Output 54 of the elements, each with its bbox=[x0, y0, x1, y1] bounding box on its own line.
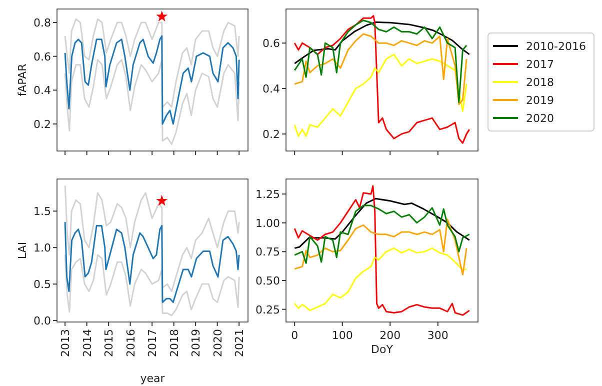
x-tick-label: 100 bbox=[332, 329, 353, 342]
y-tick-label: 0.4 bbox=[34, 84, 51, 98]
x-tick-label: 2021 bbox=[233, 329, 246, 357]
x-tick-label: 2017 bbox=[146, 329, 160, 357]
line-series bbox=[294, 185, 470, 316]
line-series bbox=[294, 21, 470, 64]
x-tick-label: 2020 bbox=[211, 329, 224, 357]
legend-label: 2019 bbox=[526, 94, 554, 107]
x-axis-title: year bbox=[140, 372, 166, 385]
line-series bbox=[294, 15, 470, 144]
y-tick-label: 0.0 bbox=[34, 314, 51, 328]
legend-label: 2020 bbox=[526, 112, 554, 125]
line-series bbox=[294, 247, 468, 312]
x-tick-label: 0 bbox=[291, 329, 298, 342]
x-tick-label: 300 bbox=[427, 329, 448, 342]
line-series bbox=[294, 218, 468, 276]
line-series bbox=[64, 221, 240, 304]
y-tick-label: 1.0 bbox=[34, 242, 51, 255]
legend-label: 2017 bbox=[526, 58, 554, 71]
y-tick-label: 0.6 bbox=[262, 37, 280, 50]
y-tick-label: 0.50 bbox=[256, 274, 280, 288]
y-tick-label: 0.4 bbox=[262, 82, 280, 96]
x-tick-label: 2019 bbox=[190, 329, 203, 357]
y-tick-label: 0.2 bbox=[262, 128, 280, 141]
x-tick-label: 2013 bbox=[59, 329, 72, 357]
y-tick-label: 0.75 bbox=[256, 246, 280, 259]
line-series bbox=[294, 204, 470, 264]
line-series bbox=[294, 33, 468, 106]
y-tick-label: 1.5 bbox=[34, 205, 51, 218]
x-tick-label: 2014 bbox=[80, 329, 94, 357]
y-tick-label: 1.00 bbox=[256, 216, 280, 230]
y-tick-label: 1.25 bbox=[256, 188, 280, 201]
y-tick-label: 0.2 bbox=[34, 118, 51, 131]
line-series bbox=[294, 198, 470, 249]
x-axis-title: DoY bbox=[371, 343, 394, 356]
line-series bbox=[64, 58, 240, 145]
legend-label: 2010-2016 bbox=[526, 40, 586, 53]
legend-label: 2018 bbox=[526, 76, 554, 89]
y-tick-label: 0.25 bbox=[256, 303, 280, 316]
y-tick-label: 0.5 bbox=[34, 278, 51, 292]
x-tick-label: 2015 bbox=[102, 329, 116, 357]
line-series bbox=[64, 18, 240, 108]
line-series bbox=[294, 20, 468, 103]
line-series bbox=[64, 35, 240, 125]
x-tick-label: 200 bbox=[380, 329, 401, 342]
line-series bbox=[294, 54, 468, 137]
line-series bbox=[64, 184, 240, 292]
y-axis-title: fAPAR bbox=[16, 63, 29, 96]
x-tick-label: 2016 bbox=[124, 329, 138, 357]
y-axis-title: LAI bbox=[16, 242, 29, 260]
x-tick-label: 2018 bbox=[168, 329, 181, 357]
line-series bbox=[64, 254, 240, 316]
y-tick-label: 0.8 bbox=[34, 16, 51, 30]
y-tick-label: 0.6 bbox=[34, 50, 51, 64]
